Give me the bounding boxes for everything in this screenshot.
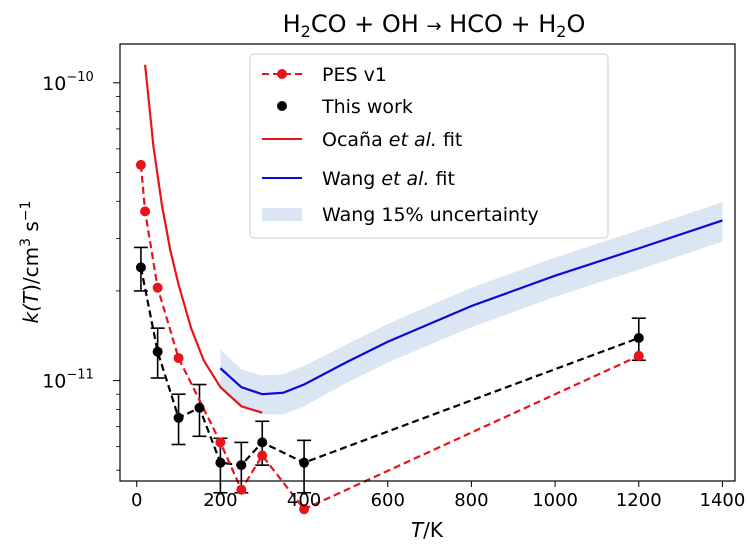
x-axis-label: T/K <box>411 518 444 542</box>
pes-v1-point <box>173 353 184 364</box>
this-work-point <box>236 460 247 471</box>
plot-area <box>133 64 723 515</box>
x-tick-label: 600 <box>371 490 405 511</box>
legend-box <box>249 53 609 239</box>
legend-label-wang-fit: Wang et al. fit <box>322 168 455 190</box>
pes-v1-point <box>257 450 268 461</box>
x-axis: 0 200 400 600 800 1000 1200 1400 <box>131 481 745 511</box>
ocana-fit-line <box>144 64 263 414</box>
x-tick-label: 1400 <box>700 490 746 511</box>
legend-handle-pes-v1-marker <box>277 69 287 79</box>
x-tick-label: 1200 <box>616 490 662 511</box>
this-work-point <box>633 332 644 343</box>
y-tick-label: 10−10 <box>42 70 94 95</box>
this-work-point <box>194 402 205 413</box>
this-work-point <box>257 437 268 448</box>
pes-v1-point <box>215 437 226 448</box>
legend-handle-wang-uncertainty <box>262 208 302 221</box>
legend-label-wang-uncertainty: Wang 15% uncertainty <box>322 204 539 226</box>
pes-v1-point <box>236 484 247 495</box>
wang-fit-line <box>219 219 723 396</box>
x-tick-label: 200 <box>203 490 237 511</box>
pes-v1-point <box>135 159 146 170</box>
legend-label-ocana-fit: Ocaña et al. fit <box>322 129 462 151</box>
this-work-point <box>173 412 184 423</box>
pes-v1-point <box>152 282 163 293</box>
this-work-point <box>135 262 146 273</box>
pes-v1-point <box>633 350 644 361</box>
legend-label-pes-v1: PES v1 <box>322 64 387 86</box>
this-work-line <box>139 267 640 467</box>
x-tick-label: 0 <box>131 490 142 511</box>
pes-v1-point <box>140 206 151 217</box>
this-work-point <box>299 457 310 468</box>
x-tick-label: 1000 <box>532 490 578 511</box>
y-tick-label: 10−11 <box>42 368 94 393</box>
legend-handle-this-work-marker <box>277 101 287 111</box>
this-work-point <box>152 346 163 357</box>
y-axis: 10−11 10−10 <box>42 70 120 471</box>
x-tick-label: 800 <box>454 490 488 511</box>
legend: PES v1 This work Ocaña et al. fit Wang e… <box>249 53 609 239</box>
x-tick-label: 400 <box>287 490 321 511</box>
chart-title: H2CO + OH → HCO + H2O <box>283 10 586 41</box>
legend-label-this-work: This work <box>321 96 413 118</box>
axes-frame <box>119 43 736 482</box>
pes-v1-point <box>299 504 310 515</box>
y-axis-label: k(T)/cm3 s−1 <box>18 201 43 324</box>
this-work-point <box>215 457 226 468</box>
